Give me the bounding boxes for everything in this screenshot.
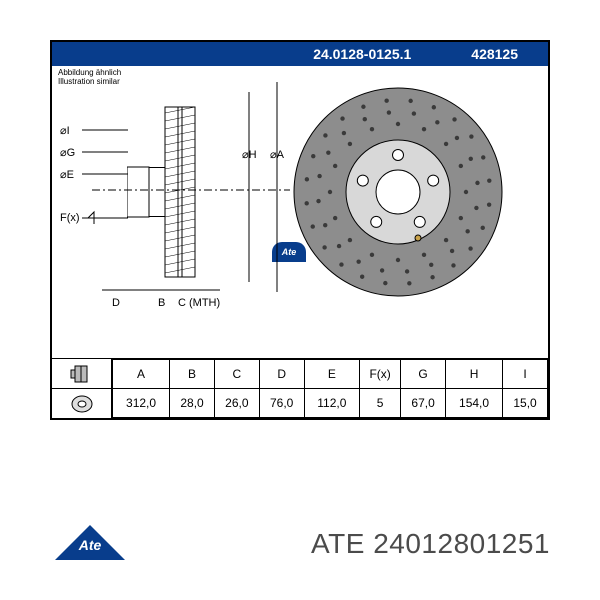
dim-Fx: F(x) <box>60 212 80 224</box>
header-pn-dots: 24.0128-0125.1 <box>313 46 411 62</box>
dim-diaI: ⌀I <box>60 124 70 137</box>
dim-head-B: B <box>170 360 215 389</box>
dim-head-C: C <box>214 360 259 389</box>
dim-head-E: E <box>304 360 359 389</box>
dim-C: C (MTH) <box>178 297 220 309</box>
dim-head-I: I <box>503 360 548 389</box>
dimension-table: ABCDEF(x)GHI 312,028,026,076,0112,0567,0… <box>112 359 548 418</box>
dim-val-C: 26,0 <box>214 389 259 418</box>
dim-val-G: 67,0 <box>401 389 446 418</box>
dim-diaE: ⌀E <box>60 168 74 181</box>
spec-card: 24.0128-0125.1 428125 Abbildung ähnlich … <box>50 40 550 420</box>
header-bar: 24.0128-0125.1 428125 <box>52 42 548 66</box>
dim-head-G: G <box>401 360 446 389</box>
brand-text: ATE <box>311 528 365 559</box>
dim-B: B <box>158 297 165 309</box>
dim-diaG: ⌀G <box>60 146 75 159</box>
diagram-area: ⌀I ⌀G ⌀E F(x) D B C (MTH) ⌀H ⌀A Ate <box>52 72 548 332</box>
dim-diaA: ⌀A <box>270 148 284 161</box>
dimension-table-wrap: ABCDEF(x)GHI 312,028,026,076,0112,0567,0… <box>52 358 548 418</box>
dim-head-F(x): F(x) <box>360 360 401 389</box>
ate-logo-large: Ate <box>50 520 130 565</box>
dim-val-I: 15,0 <box>503 389 548 418</box>
dim-head-A: A <box>113 360 170 389</box>
side-view-drawing <box>127 92 207 292</box>
svg-text:Ate: Ate <box>78 537 102 553</box>
dim-head-H: H <box>445 360 502 389</box>
table-icon-column <box>52 359 112 418</box>
dim-head-D: D <box>259 360 304 389</box>
bottom-part-text: ATE 24012801251 <box>311 528 550 560</box>
dim-diaH: ⌀H <box>242 148 257 161</box>
disc-icon <box>52 359 111 389</box>
dim-val-D: 76,0 <box>259 389 304 418</box>
front-disc-drawing <box>288 82 508 302</box>
dim-val-B: 28,0 <box>170 389 215 418</box>
dim-val-H: 154,0 <box>445 389 502 418</box>
dim-val-E: 112,0 <box>304 389 359 418</box>
dim-val-F(x): 5 <box>360 389 401 418</box>
ate-logo-small: Ate <box>272 242 306 262</box>
partnum-text: 24012801251 <box>373 528 550 559</box>
header-pn-short: 428125 <box>471 46 518 62</box>
dim-D: D <box>112 297 120 309</box>
dim-val-A: 312,0 <box>113 389 170 418</box>
hub-icon <box>52 389 111 418</box>
